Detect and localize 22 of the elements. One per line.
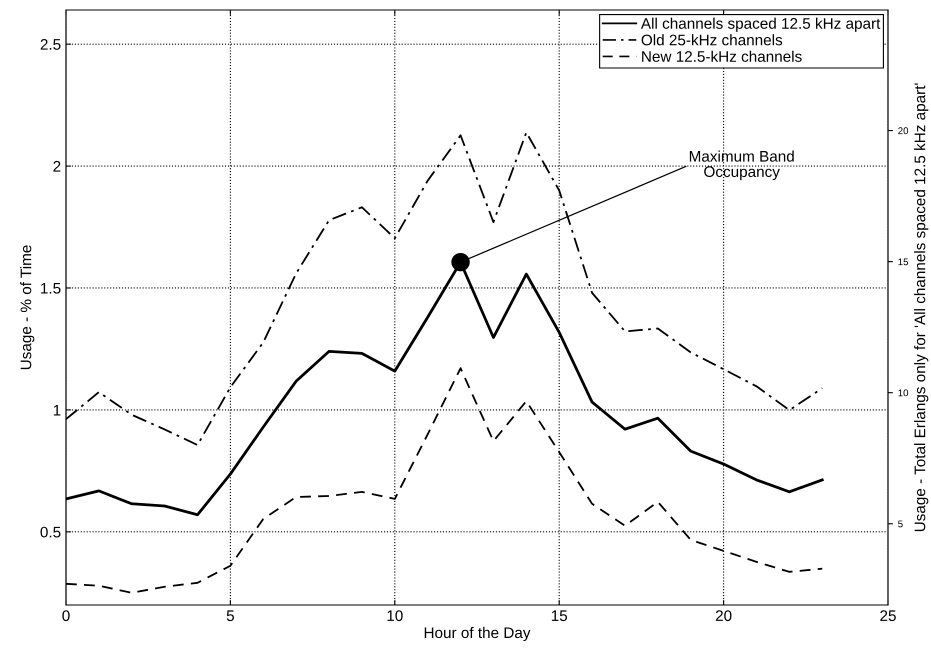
y2-tick-label: 15 — [898, 258, 908, 266]
y-axis-title: Usage - % of Time — [20, 245, 34, 370]
y2-tick-label: 5 — [898, 520, 903, 528]
y-tick-label: 1 — [54, 404, 60, 416]
x-tick-label: 25 — [880, 610, 896, 622]
y2-tick-label: 20 — [898, 127, 908, 134]
legend-label: New 12.5-kHz channels — [642, 50, 802, 62]
y-tick-label: 2 — [53, 160, 60, 172]
y-tick-label: 0.5 — [40, 526, 60, 538]
legend-label: Old 25-kHz channels — [642, 34, 782, 46]
y-tick-label: 1.5 — [41, 283, 60, 294]
x-tick-label: 20 — [716, 610, 732, 622]
annotation: Maximum Band Occupancy — [690, 150, 794, 180]
x-tick-label: 5 — [226, 610, 234, 622]
y-tick-label: 2.5 — [40, 39, 60, 50]
x-tick-label: 10 — [387, 610, 403, 622]
x-tick-label: 0 — [62, 610, 70, 622]
y2-axis-title: Usage - Total Erlangs only for 'All channels spaced 12.5 kHz apart' — [914, 83, 928, 532]
x-tick-label: 15 — [552, 610, 568, 622]
y2-tick-label: 10 — [898, 389, 908, 396]
legend-label: All channels spaced 12.5 kHz apart — [640, 18, 880, 32]
x-axis-title: Hour of the Day — [424, 626, 530, 642]
